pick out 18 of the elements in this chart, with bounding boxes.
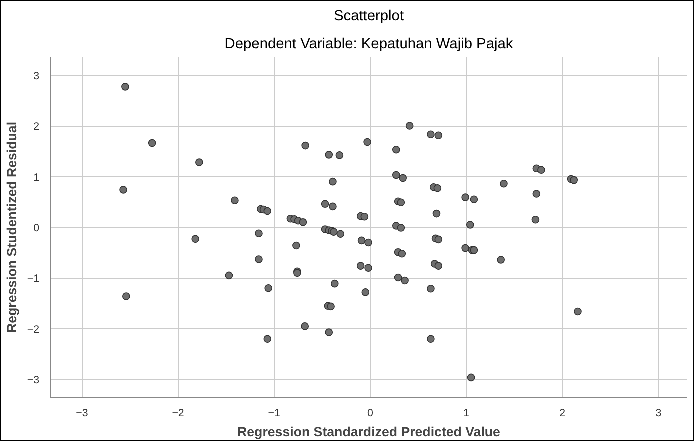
x-tick-label: −1 xyxy=(268,408,281,420)
x-tick-label: 2 xyxy=(560,408,566,420)
x-axis-title: Regression Standardized Predicted Value xyxy=(238,424,500,440)
x-tick-label: 1 xyxy=(464,408,470,420)
chart-subtitle: Dependent Variable: Kepatuhan Wajib Pajak xyxy=(224,36,514,52)
y-tick-label: 2 xyxy=(34,121,40,134)
y-axis-title: Regression Studentized Residual xyxy=(4,122,20,334)
chart-title: Scatterplot xyxy=(334,8,404,24)
y-tick-label: 3 xyxy=(34,70,40,82)
x-tick-label: 0 xyxy=(367,408,374,420)
x-tick-label: −2 xyxy=(172,408,184,420)
y-tick-label: −1 xyxy=(27,273,40,286)
x-tick-label: 3 xyxy=(656,408,662,420)
y-tick-label: −3 xyxy=(27,374,40,387)
y-tick-label: −2 xyxy=(27,324,40,336)
x-tick-label: −3 xyxy=(76,408,88,420)
y-tick-label: 1 xyxy=(34,172,40,184)
y-tick-label: 0 xyxy=(34,222,40,234)
